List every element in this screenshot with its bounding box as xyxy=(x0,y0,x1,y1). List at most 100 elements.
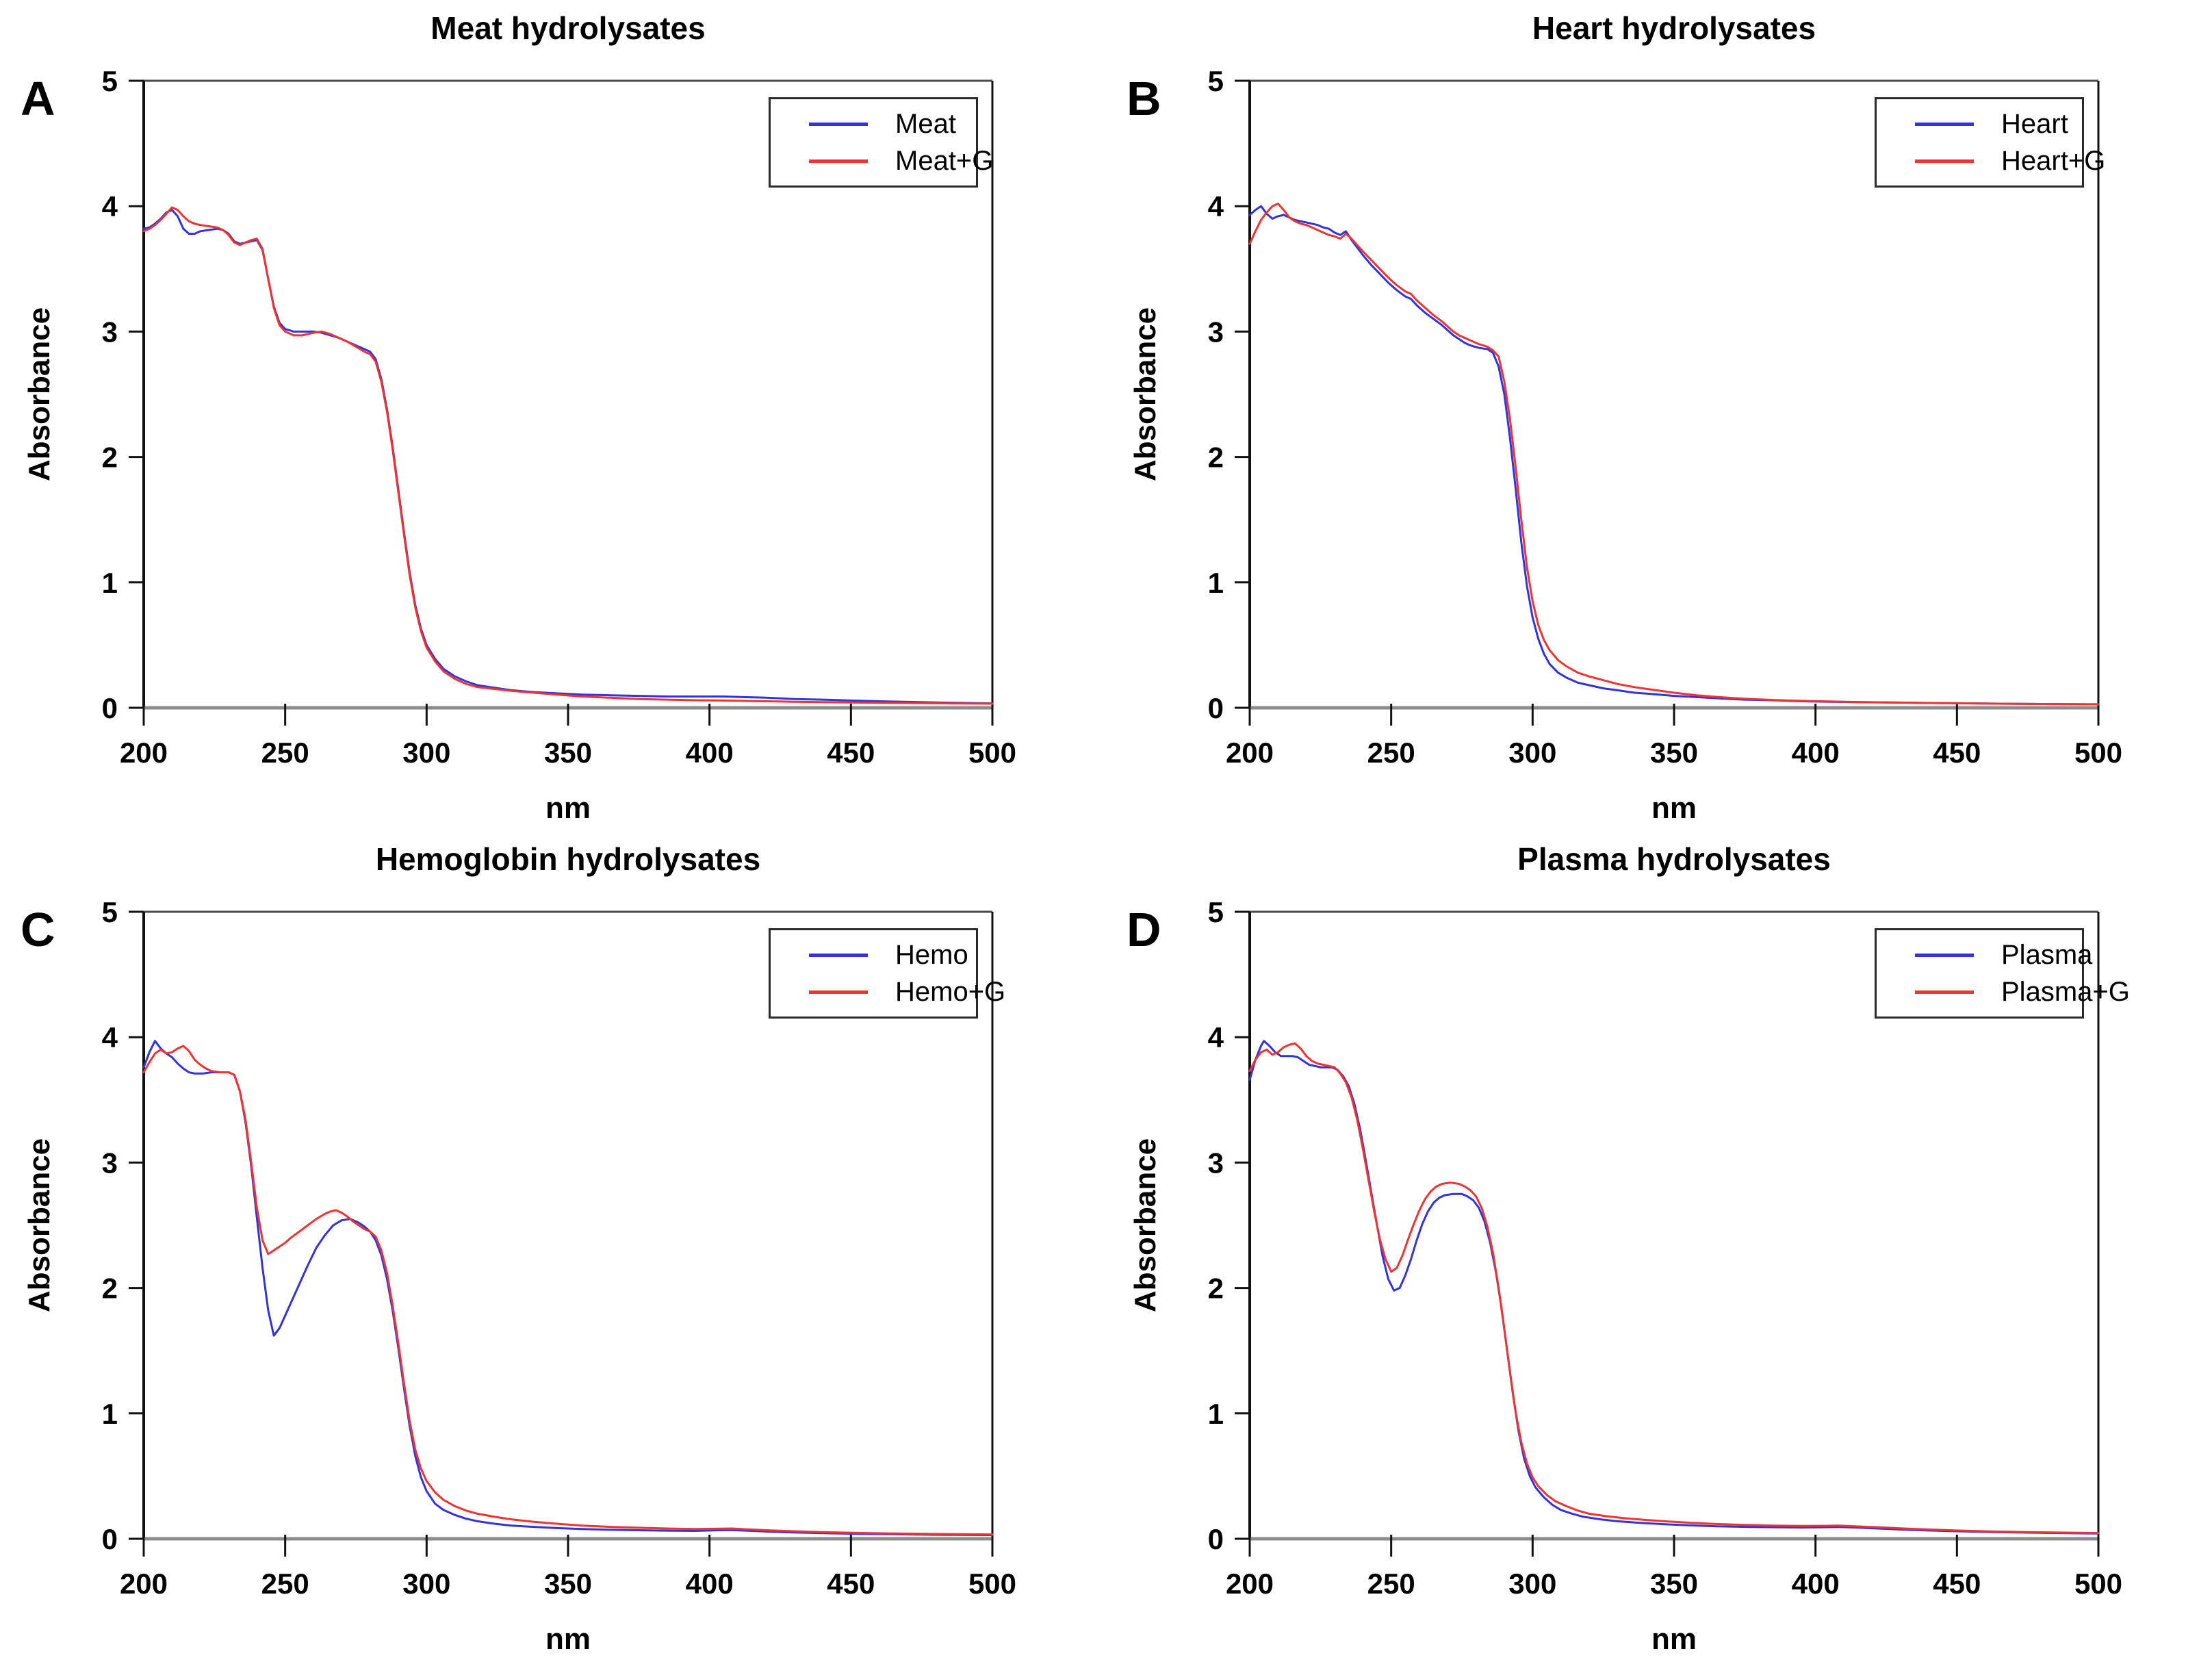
panel-letter-c: C xyxy=(21,903,55,956)
x-tick-label: 400 xyxy=(1792,1568,1840,1600)
y-tick-label: 0 xyxy=(102,692,118,724)
panel-c: Hemoglobin hydrolysates C Absorbance nm … xyxy=(0,831,1106,1662)
panel-letter-b: B xyxy=(1127,72,1161,125)
panel-letter-a: A xyxy=(21,72,55,125)
y-tick-label: 3 xyxy=(102,1147,118,1179)
legend-label: Heart xyxy=(2001,109,2068,139)
y-tick-label: 5 xyxy=(102,896,118,928)
y-tick-label: 4 xyxy=(102,190,118,222)
y-tick-label: 1 xyxy=(1208,567,1224,599)
y-tick-label: 4 xyxy=(102,1021,118,1053)
legend-line-swatch-red xyxy=(1915,159,1974,163)
legend-item: Hemo xyxy=(809,941,976,969)
y-tick-label: 0 xyxy=(102,1523,118,1555)
x-tick-label: 250 xyxy=(261,737,309,769)
legend-label: Heart+G xyxy=(2001,146,2106,176)
x-axis-title: nm xyxy=(545,791,591,825)
panel-letter-d: D xyxy=(1127,903,1161,956)
x-tick-label: 350 xyxy=(544,737,592,769)
x-tick-label: 200 xyxy=(1226,737,1274,769)
y-tick-label: 1 xyxy=(102,1398,118,1430)
series-line-hemo xyxy=(142,1040,994,1536)
legend: Heart Heart+G xyxy=(1875,97,2105,188)
x-tick-label: 250 xyxy=(1367,737,1415,769)
panel-d: Plasma hydrolysates D Absorbance nm 200 2… xyxy=(1106,831,2212,1662)
legend-item: Plasma+G xyxy=(1915,978,2130,1006)
panel-b: Heart hydrolysates B Absorbance nm 200 25… xyxy=(1106,0,2212,831)
legend-line-swatch-blue xyxy=(809,122,868,126)
y-tick-label: 4 xyxy=(1208,190,1224,222)
x-tick-label: 200 xyxy=(120,1568,168,1600)
series-line-meat xyxy=(142,209,994,705)
x-axis-title: nm xyxy=(1651,791,1697,825)
x-tick-label: 400 xyxy=(1792,737,1840,769)
legend-label: Hemo xyxy=(895,940,968,970)
x-tick-label: 450 xyxy=(1933,1568,1981,1600)
series-line-plasma xyxy=(1248,1040,2100,1535)
x-tick-label: 450 xyxy=(827,737,875,769)
series-line-plasma-plusg xyxy=(1248,1042,2100,1535)
x-tick-label: 450 xyxy=(827,1568,875,1600)
legend-line-swatch-red xyxy=(1915,990,1974,994)
legend-label: Hemo+G xyxy=(895,977,1006,1007)
legend-item: Meat+G xyxy=(809,147,993,175)
legend-line-swatch-blue xyxy=(1915,122,1974,126)
y-tick-label: 5 xyxy=(1208,896,1224,928)
x-tick-label: 500 xyxy=(2074,1568,2122,1600)
y-tick-label: 5 xyxy=(102,65,118,97)
page-title: Heart hydrolysates xyxy=(1532,10,1816,46)
legend-label: Meat xyxy=(895,109,956,139)
panel-a: Meat hydrolysates A Absorbance nm 200 250… xyxy=(0,0,1106,831)
page-title: Hemoglobin hydrolysates xyxy=(375,841,761,877)
page-title: Meat hydrolysates xyxy=(430,10,706,46)
plot-area-a: 200 250 300 350 400 450 500 0 1 2 3 4 5 xyxy=(102,65,1016,769)
y-tick-label: 4 xyxy=(1208,1021,1224,1053)
plot-area-b: 200 250 300 350 400 450 500 0 1 2 3 4 5 xyxy=(1208,65,2122,769)
plot-area-c: 200 250 300 350 400 450 500 0 1 2 3 4 5 xyxy=(102,896,1016,1600)
x-axis-title: nm xyxy=(545,1622,591,1656)
y-tick-label: 0 xyxy=(1208,1523,1224,1555)
legend-label: Plasma+G xyxy=(2001,977,2130,1007)
page-title: Plasma hydrolysates xyxy=(1517,841,1831,877)
x-tick-label: 500 xyxy=(2074,737,2122,769)
legend-label: Meat+G xyxy=(895,146,994,176)
x-tick-label: 250 xyxy=(1367,1568,1415,1600)
y-tick-label: 2 xyxy=(102,1273,118,1305)
legend-line-swatch-red xyxy=(809,990,868,994)
legend-item: Heart xyxy=(1915,110,2082,138)
y-tick-label: 3 xyxy=(1208,316,1224,348)
x-tick-label: 300 xyxy=(402,737,450,769)
y-tick-label: 2 xyxy=(1208,1273,1224,1305)
legend-item: Plasma xyxy=(1915,941,2092,969)
y-tick-label: 2 xyxy=(102,442,118,474)
legend-line-swatch-red xyxy=(809,159,868,163)
x-tick-label: 350 xyxy=(1650,1568,1698,1600)
plot-area-d: 200 250 300 350 400 450 500 0 1 2 3 4 5 xyxy=(1208,896,2122,1600)
series-line-hemo-plusg xyxy=(142,1045,994,1536)
x-tick-label: 350 xyxy=(544,1568,592,1600)
series-line-heart-plusg xyxy=(1248,203,2100,706)
x-tick-label: 350 xyxy=(1650,737,1698,769)
legend: Meat Meat+G xyxy=(769,97,993,188)
x-tick-label: 500 xyxy=(968,1568,1016,1600)
x-tick-label: 400 xyxy=(686,1568,734,1600)
x-tick-label: 400 xyxy=(686,737,734,769)
y-tick-label: 3 xyxy=(102,316,118,348)
x-axis-title: nm xyxy=(1651,1622,1697,1656)
x-tick-label: 250 xyxy=(261,1568,309,1600)
y-tick-label: 2 xyxy=(1208,442,1224,474)
legend-label: Plasma xyxy=(2001,940,2093,970)
legend-item: Meat xyxy=(809,110,976,138)
x-tick-label: 300 xyxy=(1508,1568,1556,1600)
legend-item: Hemo+G xyxy=(809,978,1005,1006)
x-tick-label: 200 xyxy=(1226,1568,1274,1600)
y-tick-label: 1 xyxy=(102,567,118,599)
series-line-heart xyxy=(1248,205,2100,706)
y-tick-label: 3 xyxy=(1208,1147,1224,1179)
y-tick-label: 1 xyxy=(1208,1398,1224,1430)
legend: Plasma Plasma+G xyxy=(1875,928,2130,1019)
legend-item: Heart+G xyxy=(1915,147,2105,175)
x-tick-label: 300 xyxy=(402,1568,450,1600)
y-tick-label: 5 xyxy=(1208,65,1224,97)
